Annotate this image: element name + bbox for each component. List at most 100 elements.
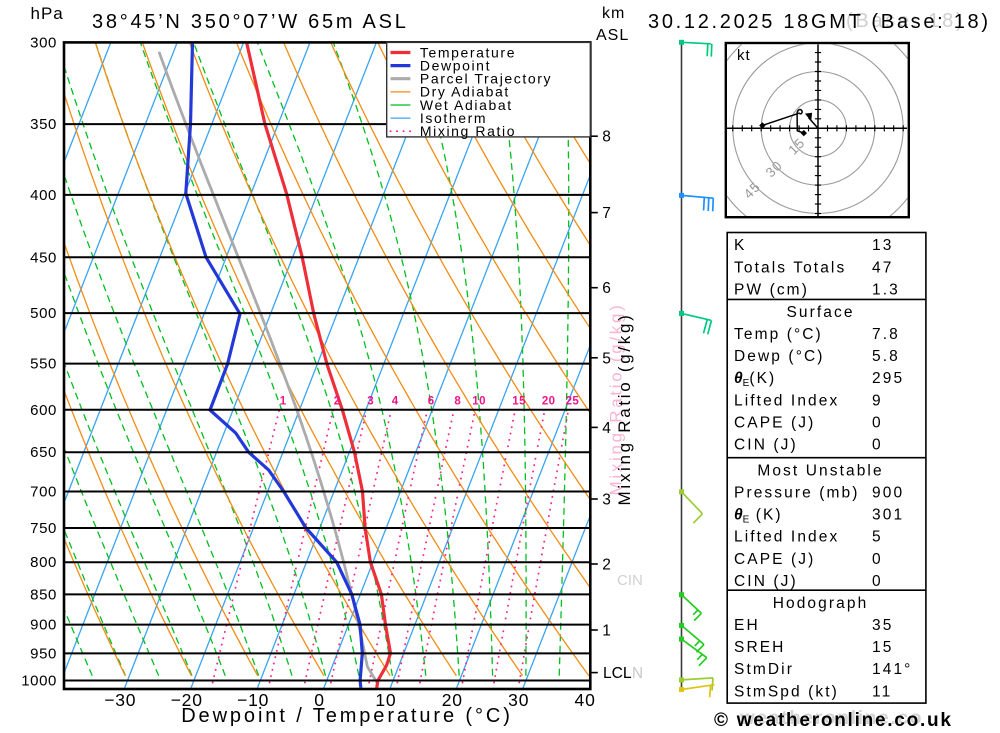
svg-text:Lifted Index: Lifted Index [734,529,839,546]
svg-text:900: 900 [872,485,904,502]
svg-text:850: 850 [30,586,57,603]
svg-text:7.8: 7.8 [872,326,900,343]
svg-text:Dry Adiabat: Dry Adiabat [420,84,510,100]
svg-text:1: 1 [602,623,611,640]
svg-text:Hodograph: Hodograph [773,595,869,612]
svg-text:θE(K): θE(K) [734,370,776,389]
svg-text:CAPE (J): CAPE (J) [734,551,815,568]
svg-text:StmSpd (kt): StmSpd (kt) [734,683,839,700]
svg-text:Dewp (°C): Dewp (°C) [734,348,825,365]
svg-text:K: K [734,237,746,254]
svg-text:11: 11 [872,683,892,700]
svg-text:5: 5 [602,350,611,367]
svg-text:CAPE (J): CAPE (J) [734,414,815,431]
svg-text:1000: 1000 [21,673,57,690]
svg-text:550: 550 [30,356,57,373]
svg-text:13: 13 [872,237,893,254]
svg-text:1: 1 [280,396,287,408]
svg-text:−20: −20 [171,690,203,710]
svg-text:0: 0 [314,690,325,710]
svg-text:EH: EH [734,617,760,634]
svg-text:0: 0 [872,551,883,568]
svg-text:500: 500 [30,305,57,322]
svg-text:0: 0 [872,437,883,454]
svg-text:hPa: hPa [31,4,64,23]
svg-text:7: 7 [602,205,611,222]
svg-text:4: 4 [392,396,399,408]
svg-text:2: 2 [334,396,341,408]
svg-text:weatheronline.co: weatheronline.co [739,708,923,729]
svg-text:© weatheronline.co.uk: © weatheronline.co.uk [714,710,953,731]
svg-text:Dewpoint: Dewpoint [420,57,491,73]
svg-text:CLN: CLN [612,665,643,682]
svg-text:SREH: SREH [734,639,785,656]
svg-text:38°45’N 350°07’W 65m ASL: 38°45’N 350°07’W 65m ASL [92,11,409,33]
svg-text:47: 47 [872,259,893,276]
svg-text:25: 25 [566,396,580,408]
svg-text:301: 301 [872,507,904,524]
svg-text:900: 900 [30,617,57,634]
svg-text:PW (cm): PW (cm) [734,281,809,298]
svg-text:141°: 141° [872,661,912,678]
svg-text:35: 35 [872,617,893,634]
svg-text:θE (K): θE (K) [734,507,783,526]
svg-text:750: 750 [30,520,57,537]
svg-text:km: km [602,5,625,22]
svg-text:15: 15 [512,396,526,408]
svg-text:20: 20 [442,690,463,710]
svg-text:4: 4 [602,420,611,437]
svg-text:CIN: CIN [617,572,643,589]
svg-text:2: 2 [602,557,611,574]
svg-text:6: 6 [428,396,435,408]
svg-text:Temp (°C): Temp (°C) [734,326,823,343]
svg-text:40: 40 [575,690,596,710]
svg-text:−10: −10 [237,690,269,710]
svg-text:10: 10 [472,396,486,408]
svg-text:8: 8 [454,396,461,408]
svg-text:Pressure (mb): Pressure (mb) [734,485,859,502]
svg-text:Temperature: Temperature [420,44,516,60]
svg-text:450: 450 [30,249,57,266]
svg-text:20: 20 [542,396,556,408]
svg-text:800: 800 [30,554,57,571]
svg-text:CIN (J): CIN (J) [734,573,798,590]
svg-text:Wet Adiabat: Wet Adiabat [420,97,513,113]
svg-text:400: 400 [30,187,57,204]
svg-text:1.3: 1.3 [872,281,900,298]
svg-text:0: 0 [872,573,883,590]
svg-text:5: 5 [872,529,883,546]
svg-text:650: 650 [30,444,57,461]
svg-text:10: 10 [375,690,396,710]
svg-text:−30: −30 [104,690,136,710]
svg-text:Dewpoint / Temperature (°C): Dewpoint / Temperature (°C) [181,705,513,727]
svg-text:Lifted Index: Lifted Index [734,392,839,409]
svg-text:Surface: Surface [786,304,854,321]
svg-text:3: 3 [602,492,611,509]
svg-text:9: 9 [872,392,883,409]
svg-text:Totals Totals: Totals Totals [734,259,846,276]
svg-text:kt: kt [737,47,751,64]
svg-text:15: 15 [872,639,893,656]
svg-text:8: 8 [602,129,611,146]
svg-text:Mixing Ratio (g/kg): Mixing Ratio (g/kg) [607,302,626,495]
svg-text:Mixing Ratio: Mixing Ratio [420,123,516,139]
svg-text:300: 300 [30,34,57,51]
svg-text:30.12.2025 18GMT (Base: 18): 30.12.2025 18GMT (Base: 18) [648,11,991,33]
svg-text:5.8: 5.8 [872,348,900,365]
svg-text:Most Unstable: Most Unstable [757,462,883,479]
svg-text:Isotherm: Isotherm [420,110,487,126]
svg-text:3: 3 [367,396,374,408]
svg-text:700: 700 [30,484,57,501]
svg-text:(Base: 18): (Base: 18) [846,10,965,32]
svg-text:ASL: ASL [596,27,629,44]
svg-text:350: 350 [30,116,57,133]
svg-text:30: 30 [508,690,529,710]
svg-text:295: 295 [872,370,904,387]
svg-text:CIN (J): CIN (J) [734,437,798,454]
svg-text:6: 6 [602,280,611,297]
svg-text:Mixing Ratio (g/kg): Mixing Ratio (g/kg) [615,312,634,505]
svg-text:Parcel Trajectory: Parcel Trajectory [420,71,552,87]
svg-text:0: 0 [872,414,883,431]
svg-text:StmDir: StmDir [734,661,794,678]
svg-text:950: 950 [30,645,57,662]
